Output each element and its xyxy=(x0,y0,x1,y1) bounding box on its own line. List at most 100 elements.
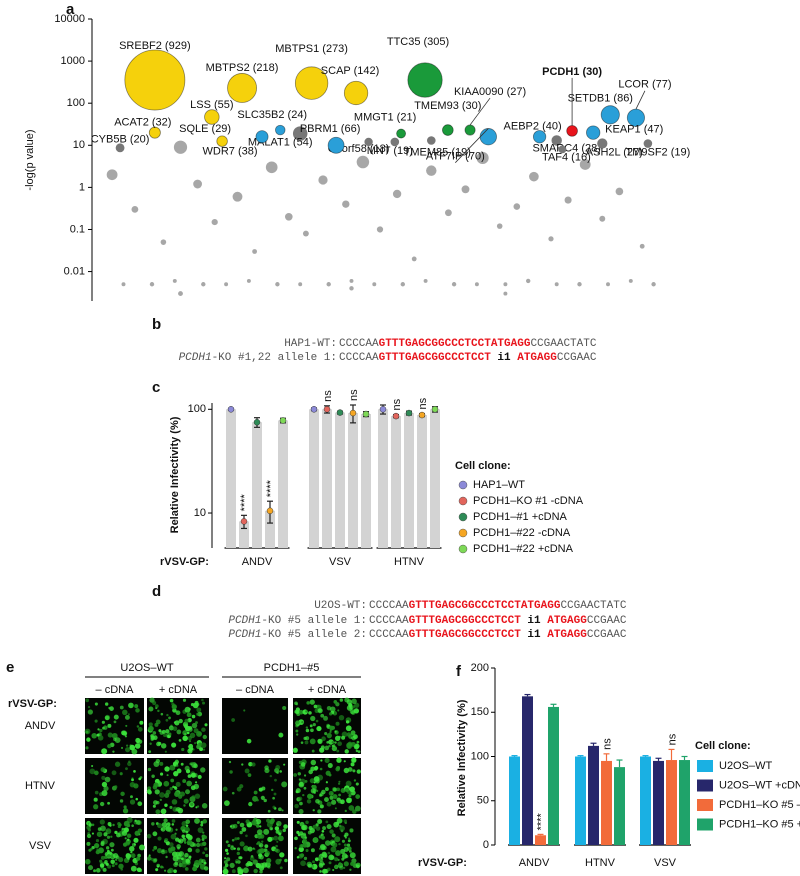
bubble xyxy=(294,66,329,100)
cell xyxy=(275,764,281,770)
bar xyxy=(322,409,332,548)
cell xyxy=(202,851,205,855)
column-title: + cDNA xyxy=(159,684,198,696)
cell xyxy=(349,852,356,859)
cell xyxy=(341,735,346,740)
cell xyxy=(98,847,104,854)
cell xyxy=(303,774,307,777)
cell xyxy=(200,767,206,773)
cell xyxy=(148,725,154,732)
cell xyxy=(125,747,131,753)
cell xyxy=(104,702,109,706)
cell xyxy=(166,713,169,717)
cell xyxy=(170,778,175,783)
sequence-part: CCCCAA xyxy=(369,629,409,641)
cell xyxy=(282,828,286,833)
cell xyxy=(236,851,240,856)
y-axis-label: Relative Infectivity (%) xyxy=(169,416,181,533)
cell xyxy=(130,865,137,872)
legend-label: U2OS–WT +cDNA xyxy=(719,779,800,791)
data-dot xyxy=(405,409,413,417)
cell xyxy=(252,795,258,802)
cell xyxy=(94,770,99,776)
cell xyxy=(172,785,175,789)
cell xyxy=(112,823,115,827)
cell xyxy=(349,709,355,715)
bubble xyxy=(599,215,606,222)
cell xyxy=(159,772,164,776)
cell xyxy=(111,732,118,739)
cell xyxy=(201,803,208,809)
cell xyxy=(119,799,124,803)
cell xyxy=(93,869,97,873)
bubble xyxy=(121,282,126,287)
cell xyxy=(298,846,304,853)
cell xyxy=(169,842,174,847)
data-dot xyxy=(392,412,400,420)
bar xyxy=(404,413,414,548)
significance: ns xyxy=(417,397,429,409)
cell xyxy=(202,841,206,846)
cell xyxy=(315,719,319,723)
data-dot xyxy=(362,410,370,418)
cell xyxy=(135,819,141,825)
cell xyxy=(179,791,185,797)
cell xyxy=(155,704,159,708)
cell xyxy=(319,792,324,797)
cell xyxy=(275,830,280,834)
data-dot xyxy=(323,406,331,413)
cell xyxy=(91,764,94,768)
bubble-label: LCOR (77) xyxy=(618,79,671,91)
cell xyxy=(278,807,282,812)
cell xyxy=(152,849,155,852)
cell xyxy=(174,720,180,726)
cell xyxy=(102,867,107,872)
cell xyxy=(344,809,347,813)
cell xyxy=(93,797,98,802)
cell xyxy=(175,828,178,831)
sequence-part: GTTTGAGCGGCCCTCCT xyxy=(379,352,492,364)
cell xyxy=(350,730,356,736)
cell xyxy=(147,790,152,795)
cell xyxy=(260,795,265,800)
cell xyxy=(273,835,279,841)
cell xyxy=(194,859,200,866)
cell xyxy=(274,826,280,831)
bar xyxy=(666,760,677,845)
cell xyxy=(298,781,304,787)
significance: **** xyxy=(239,493,251,511)
cell xyxy=(295,720,300,725)
cell xyxy=(88,848,92,852)
cell xyxy=(135,797,139,801)
data-dot xyxy=(279,417,287,424)
cell xyxy=(156,848,163,854)
y-tick-label: 0.1 xyxy=(70,223,85,235)
cell xyxy=(343,834,347,838)
cell xyxy=(155,809,161,815)
cell xyxy=(243,709,246,712)
cell xyxy=(114,830,118,835)
bubble xyxy=(532,130,547,144)
legend-label: PCDH1–#22 -cDNA xyxy=(473,527,571,539)
bubble xyxy=(513,203,521,210)
bar xyxy=(309,409,319,548)
cell xyxy=(185,833,191,839)
cell xyxy=(310,848,315,853)
cell xyxy=(349,868,352,871)
cell xyxy=(324,840,331,846)
cell xyxy=(184,765,190,771)
cell xyxy=(165,729,170,734)
column-title: + cDNA xyxy=(308,684,347,696)
cell xyxy=(184,725,191,732)
cell xyxy=(301,824,308,831)
cell xyxy=(107,732,113,738)
cell xyxy=(163,780,170,787)
cell xyxy=(261,840,264,843)
cell xyxy=(302,842,308,848)
legend-swatch xyxy=(458,512,468,522)
cell xyxy=(352,734,358,740)
cell xyxy=(147,786,152,791)
cell xyxy=(282,705,287,711)
bubble xyxy=(372,282,377,287)
y-axis-label: Relative Infectivity (%) xyxy=(456,699,468,816)
